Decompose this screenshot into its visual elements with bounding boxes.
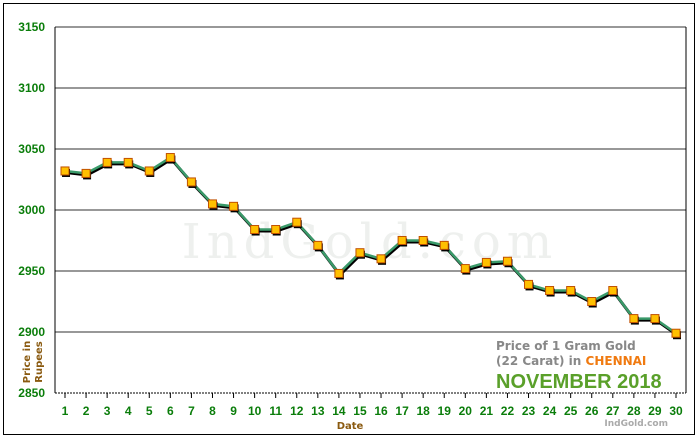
data-point <box>186 177 196 187</box>
x-tick-label: 14 <box>332 404 346 418</box>
x-tick-label: 20 <box>459 404 473 418</box>
data-point <box>502 256 512 266</box>
title-line1: Price of 1 Gram Gold <box>496 339 636 353</box>
x-tick-label: 9 <box>230 404 237 418</box>
data-point <box>334 268 344 278</box>
y-axis-label-line1: Price in <box>22 341 33 383</box>
x-tick-label: 15 <box>353 404 367 418</box>
title-city: CHENNAI <box>586 354 647 368</box>
x-tick-label: 25 <box>564 404 578 418</box>
data-point <box>481 257 491 267</box>
x-tick-label: 16 <box>374 404 388 418</box>
data-point <box>313 240 323 250</box>
chart-frame <box>3 3 695 435</box>
data-point <box>250 225 260 235</box>
y-tick-label: 2900 <box>18 325 45 339</box>
y-tick-label: 2950 <box>18 264 45 278</box>
x-tick-label: 29 <box>648 404 662 418</box>
x-tick-label: 11 <box>269 404 282 418</box>
x-tick-label: 26 <box>585 404 599 418</box>
data-point <box>671 328 681 338</box>
x-tick-label: 5 <box>146 404 153 418</box>
y-axis-label-line2: Rupees <box>34 341 45 383</box>
data-point <box>629 314 639 324</box>
data-point <box>144 166 154 176</box>
data-point <box>123 157 133 167</box>
y-tick-label: 3100 <box>18 81 45 95</box>
x-tick-label: 30 <box>669 404 683 418</box>
data-point <box>397 236 407 245</box>
data-point <box>566 286 576 296</box>
data-point <box>650 314 660 324</box>
x-tick-label: 6 <box>167 404 174 418</box>
y-tick-label: 3050 <box>18 142 45 156</box>
data-point <box>165 153 175 163</box>
x-tick-label: 4 <box>125 404 132 418</box>
data-point <box>439 240 449 250</box>
data-point <box>418 236 428 245</box>
data-point <box>376 254 386 264</box>
data-point <box>102 157 112 167</box>
x-tick-label: 24 <box>543 404 557 418</box>
data-point <box>355 248 365 258</box>
x-tick-label: 10 <box>248 404 262 418</box>
title-line2: (22 Carat) in CHENNAI <box>496 354 646 368</box>
data-point <box>271 225 281 235</box>
x-tick-label: 2 <box>83 404 90 418</box>
x-tick-label: 21 <box>480 404 494 418</box>
data-point <box>524 279 534 289</box>
title-month: NOVEMBER 2018 <box>496 371 662 393</box>
x-tick-label: 1 <box>62 404 69 418</box>
x-tick-label: 12 <box>290 404 304 418</box>
data-point <box>229 201 239 211</box>
x-tick-label: 7 <box>188 404 195 418</box>
data-point <box>207 199 217 209</box>
data-point <box>608 286 618 296</box>
data-point <box>587 297 597 306</box>
x-tick-label: 19 <box>438 404 452 418</box>
x-tick-label: 27 <box>606 404 620 418</box>
x-tick-label: 8 <box>209 404 216 418</box>
data-point <box>460 264 470 274</box>
x-tick-label: 18 <box>416 404 430 418</box>
data-point <box>545 286 555 296</box>
data-point <box>81 168 91 178</box>
x-tick-label: 17 <box>395 404 409 418</box>
title-carat: (22 Carat) in <box>496 354 586 368</box>
data-point <box>292 217 302 227</box>
x-tick-label: 3 <box>104 404 111 418</box>
credit: IndGold.com <box>604 419 668 429</box>
x-axis-label: Date <box>337 421 364 432</box>
x-tick-label: 13 <box>311 404 325 418</box>
x-tick-label: 28 <box>627 404 641 418</box>
x-tick-label: 23 <box>522 404 536 418</box>
y-tick-label: 3000 <box>18 203 45 217</box>
y-tick-label: 2850 <box>18 386 45 400</box>
y-tick-label: 3150 <box>18 20 45 34</box>
x-tick-label: 22 <box>501 404 515 418</box>
data-point <box>60 166 70 176</box>
